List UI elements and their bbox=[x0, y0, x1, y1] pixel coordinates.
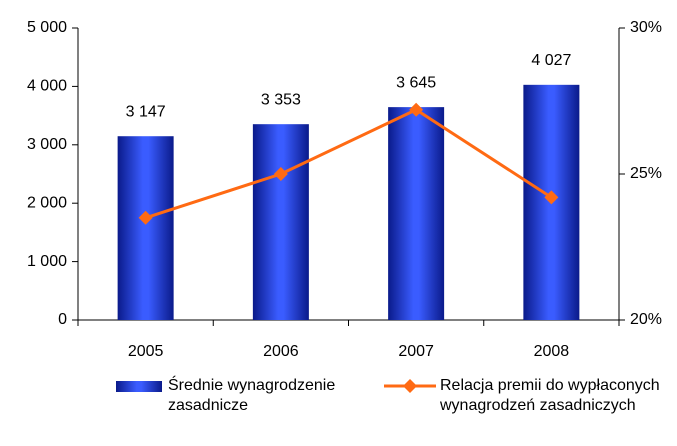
y-tick-label: 0 bbox=[58, 311, 67, 328]
x-tick-label: 2006 bbox=[263, 343, 299, 360]
y-tick-label: 3 000 bbox=[27, 136, 67, 153]
bar bbox=[388, 107, 445, 320]
line-marker bbox=[409, 102, 424, 117]
data-label: 3 353 bbox=[261, 91, 301, 108]
bar bbox=[117, 136, 174, 320]
y2-tick-label: 25% bbox=[630, 165, 662, 182]
line bbox=[145, 108, 553, 220]
line-marker bbox=[544, 190, 559, 205]
x-tick-label: 2005 bbox=[128, 343, 164, 360]
y-tick-label: 1 000 bbox=[27, 253, 67, 270]
line-marker bbox=[138, 210, 153, 225]
y-tick-label: 2 000 bbox=[27, 194, 67, 211]
legend-swatch bbox=[403, 379, 417, 393]
data-label: 4 027 bbox=[531, 52, 571, 69]
y2-tick-label: 20% bbox=[630, 311, 662, 328]
legend-label: Relacja premii do wypłaconych wynagrodze… bbox=[440, 377, 660, 414]
data-label: 3 147 bbox=[126, 103, 166, 120]
line-marker bbox=[273, 167, 288, 181]
y-tick-label: 4 000 bbox=[27, 78, 67, 95]
legend-label: Średnie wynagrodzenie zasadnicze bbox=[168, 377, 336, 414]
y2-tick-label: 30% bbox=[630, 19, 662, 36]
x-tick-label: 2007 bbox=[398, 343, 434, 360]
bar bbox=[252, 124, 309, 320]
x-tick-label: 2008 bbox=[534, 343, 570, 360]
legend-swatch bbox=[116, 381, 162, 392]
data-label: 3 645 bbox=[396, 74, 436, 91]
y-tick-label: 5 000 bbox=[27, 19, 67, 36]
